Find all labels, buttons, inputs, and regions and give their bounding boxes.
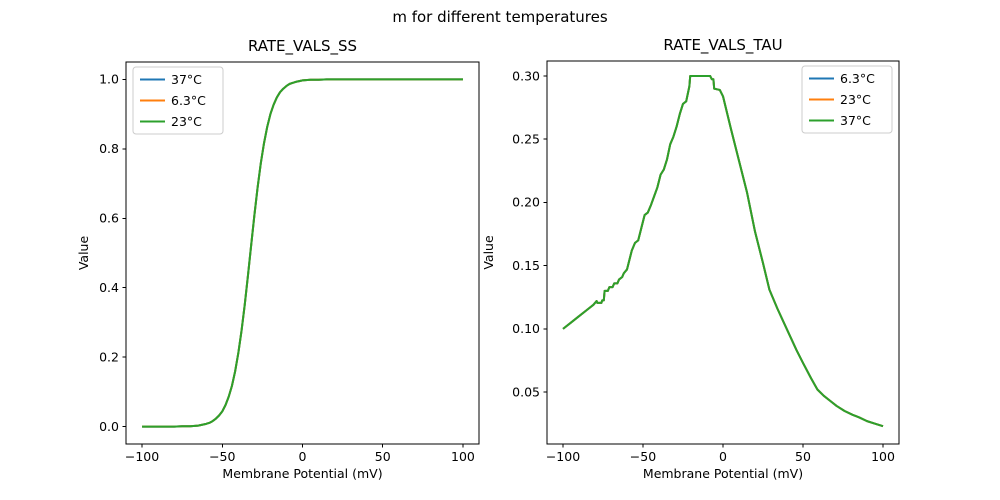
x-tick-label: −100 xyxy=(125,449,159,464)
legend-label: 23°C xyxy=(840,92,871,107)
y-axis-label: Value xyxy=(76,236,91,271)
legend-box xyxy=(132,66,224,135)
subplot-rate-vals-tau: −100 −50 0 50 100 0.05 0.10 0.15 0.20 0.25 0.30 Mem… xyxy=(481,36,900,481)
y-tick-label: 0.8 xyxy=(99,141,119,156)
legend-box xyxy=(801,65,893,134)
y-tick-label: 0.20 xyxy=(512,195,540,210)
x-axis-label: Membrane Potential (mV) xyxy=(222,466,382,481)
x-tick-label: 0 xyxy=(299,449,307,464)
x-tick-label: 50 xyxy=(375,449,391,464)
legend-label: 23°C xyxy=(171,114,202,129)
x-tick-label: 50 xyxy=(795,449,811,464)
figure-suptitle: m for different temperatures xyxy=(392,8,608,26)
y-tick-label: 0.30 xyxy=(512,68,540,83)
legend-label: 6.3°C xyxy=(171,93,206,108)
x-axis-label: Membrane Potential (mV) xyxy=(643,466,803,481)
x-tick-label: 0 xyxy=(719,449,727,464)
legend: 6.3°C 23°C 37°C xyxy=(801,65,893,134)
subplot-rate-vals-ss: −100 −50 0 50 100 0.0 0.2 0.4 0.6 0.8 1.0 Membrane … xyxy=(76,37,480,481)
y-tick-label: 0.10 xyxy=(512,321,540,336)
y-tick-label: 0.0 xyxy=(99,419,119,434)
x-tick-label: −50 xyxy=(630,449,656,464)
legend-label: 37°C xyxy=(840,113,871,128)
series-line-37°C xyxy=(562,75,884,428)
y-tick-label: 0.4 xyxy=(99,280,119,295)
y-tick-label: 1.0 xyxy=(99,72,119,87)
x-tick-label: −50 xyxy=(209,449,235,464)
series-line-23°C xyxy=(142,78,463,428)
y-tick-label: 0.15 xyxy=(512,258,540,273)
y-tick-label: 0.25 xyxy=(512,132,540,147)
y-tick-label: 0.2 xyxy=(99,349,119,364)
subplot-title: RATE_VALS_SS xyxy=(248,37,357,56)
y-tick-label: 0.6 xyxy=(99,211,119,226)
legend-label: 6.3°C xyxy=(840,71,875,86)
x-tick-label: −100 xyxy=(546,449,580,464)
subplot-title: RATE_VALS_TAU xyxy=(663,36,782,55)
y-tick-label: 0.05 xyxy=(512,384,540,399)
x-tick-label: 100 xyxy=(871,449,895,464)
legend-label: 37°C xyxy=(171,72,202,87)
y-axis-label: Value xyxy=(481,235,496,270)
legend: 37°C 6.3°C 23°C xyxy=(132,66,224,135)
x-tick-label: 100 xyxy=(451,449,475,464)
